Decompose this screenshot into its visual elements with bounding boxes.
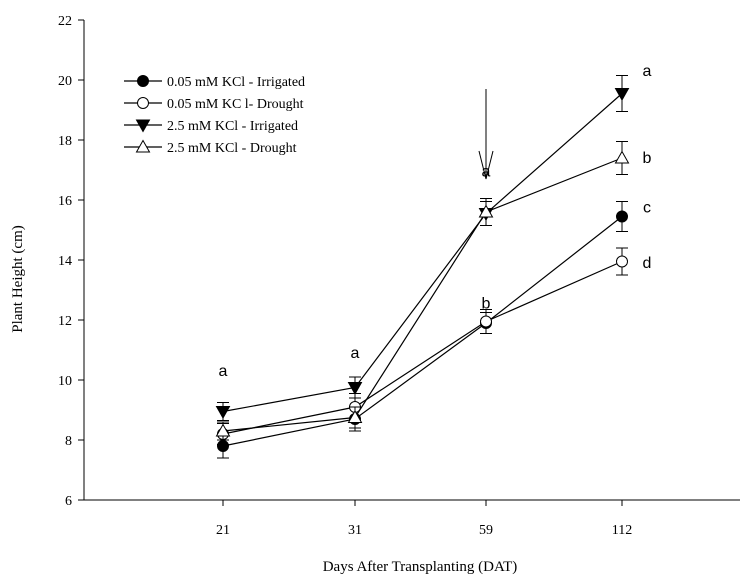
y-tick-label: 6 [65, 494, 72, 509]
legend: 0.05 mM KCl - Irrigated 0.05 mM KC l- Dro… [124, 75, 305, 156]
data-point [478, 204, 494, 218]
data-point [616, 210, 628, 223]
series-line [222, 216, 623, 447]
legend-label: 0.05 mM KC l- Drought [167, 97, 304, 112]
y-axis-label: Plant Height (cm) [10, 225, 26, 332]
y-tick-label: 18 [58, 134, 72, 149]
legend-marker [135, 119, 151, 133]
y-tick-label: 8 [65, 434, 72, 449]
legend-marker [137, 75, 149, 87]
data-point [480, 315, 492, 328]
legend-label: 0.05 mM KCl - Irrigated [167, 75, 305, 90]
significance-letter: b [643, 150, 652, 167]
significance-letter: c [643, 200, 651, 217]
x-tick-label: 21 [216, 523, 230, 538]
x-tick-label: 31 [348, 523, 362, 538]
y-tick-label: 16 [58, 194, 72, 209]
data-point [215, 423, 231, 437]
x-tick-label: 59 [479, 523, 493, 538]
legend-label: 2.5 mM KCl - Irrigated [167, 119, 298, 134]
data-point [215, 406, 231, 420]
data-point [614, 88, 630, 102]
y-tick-label: 22 [58, 14, 72, 29]
data-point [347, 409, 363, 423]
legend-marker [135, 139, 151, 153]
arrow-head [478, 150, 494, 180]
y-tick-label: 12 [58, 314, 72, 329]
data-point [614, 150, 630, 164]
x-axis-label: Days After Transplanting (DAT) [323, 559, 518, 575]
data-point [616, 255, 628, 268]
significance-letter: a [219, 363, 228, 380]
legend-marker [137, 97, 149, 109]
significance-letter: d [643, 255, 652, 272]
series-line [222, 157, 623, 432]
data-point [347, 382, 363, 396]
x-tick-label: 112 [612, 523, 632, 538]
y-tick-label: 10 [58, 374, 72, 389]
significance-letter: a [351, 345, 360, 362]
series-line [222, 93, 623, 413]
y-tick-label: 14 [58, 254, 72, 269]
legend-label: 2.5 mM KCl - Drought [167, 141, 297, 156]
significance-letter: a [643, 63, 652, 80]
y-tick-label: 20 [58, 74, 72, 89]
significance-letter: b [482, 296, 491, 313]
series-line [222, 260, 623, 435]
